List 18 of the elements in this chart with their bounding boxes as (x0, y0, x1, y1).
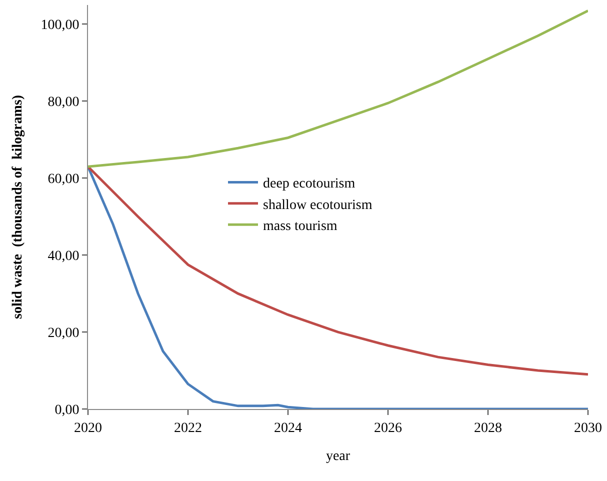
x-axis-title: year (326, 449, 350, 464)
legend-label: mass tourism (263, 219, 338, 234)
x-tick-label: 2026 (374, 420, 402, 436)
y-axis-title: solid waste (thousands of kilograms) (10, 94, 26, 320)
x-tick-label: 2028 (474, 420, 502, 436)
y-tick-label: 40,00 (48, 249, 80, 264)
legend-label: shallow ecotourism (263, 198, 372, 213)
y-tick-label: 80,00 (48, 95, 80, 110)
y-tick-label: 20,00 (48, 326, 80, 341)
y-tick-label: 100,00 (40, 18, 80, 34)
x-tick-label: 2020 (74, 420, 102, 436)
line-series (88, 10, 588, 168)
y-tick-label: 60,00 (48, 172, 80, 188)
x-tick-label: 2030 (574, 420, 602, 436)
legend-label: deep ecotourism (263, 176, 356, 192)
x-tick-label: 2024 (274, 420, 302, 436)
x-tick-label: 2022 (174, 420, 202, 436)
y-tick-label: 0,00 (54, 402, 80, 418)
